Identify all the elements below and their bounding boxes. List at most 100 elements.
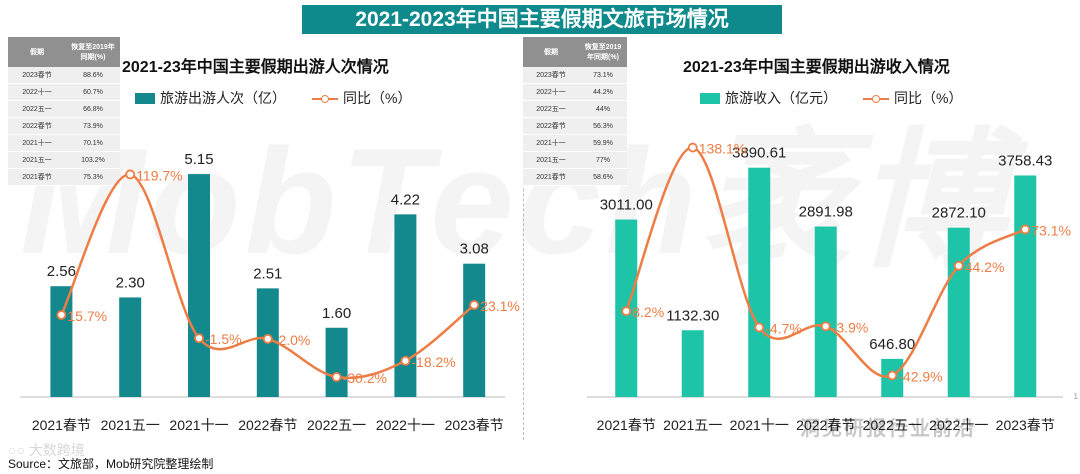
table-cell-holiday: 2021十一	[8, 134, 66, 152]
right-yoy-label: -4.7%	[765, 320, 802, 336]
left-bar-value-label: 5.15	[184, 151, 213, 168]
left-category-label: 2022春节	[238, 417, 297, 433]
table-cell-holiday: 2022五一	[523, 100, 579, 118]
watermark: MobTech袤博	[20, 80, 1009, 297]
right-yoy-point	[1020, 224, 1031, 235]
table-cell-value: 58.6%	[579, 168, 627, 186]
left-bar	[463, 263, 486, 397]
right-chart-title: 2021-23年中国主要假期出游收入情况	[683, 59, 950, 76]
left-yoy-point	[125, 169, 136, 180]
table-header-recovery: 恢复至2019年同期(%)	[579, 37, 627, 67]
table-row: 2023春节 88.6%	[8, 67, 120, 84]
legend-line-label: 同比（%）	[894, 90, 963, 106]
left-yoy-point	[400, 355, 411, 366]
left-bar	[50, 286, 73, 397]
table-cell-holiday: 2021春节	[523, 168, 579, 186]
table-cell-value: 44%	[579, 100, 627, 118]
left-bar-value-label: 1.60	[322, 305, 351, 322]
table-cell-holiday: 2023春节	[523, 67, 579, 84]
left-yoy-label: -1.5%	[205, 331, 242, 347]
legend-bar-swatch	[700, 92, 720, 104]
left-bar-value-label: 2.56	[47, 263, 76, 280]
right-yoy-point	[887, 370, 898, 381]
right-category-label: 2022五一	[863, 417, 922, 433]
right-bar	[947, 227, 970, 397]
left-yoy-label: 119.7%	[136, 167, 182, 183]
right-bar-value-label: 1132.30	[666, 307, 719, 324]
table-row: 2021春节 58.6%	[523, 168, 627, 186]
left-yoy-point	[262, 333, 273, 344]
left-yoy-point	[56, 310, 67, 320]
right-yoy-point	[953, 260, 964, 271]
page-number: 1	[1073, 392, 1078, 401]
left-yoy-point	[469, 300, 480, 310]
left-yoy-label: 15.7%	[67, 308, 107, 324]
table-row: 2022春节 73.9%	[8, 117, 120, 135]
table-row: 2022五一 44%	[523, 100, 627, 118]
left-bar	[325, 327, 348, 397]
left-bar-value-label: 4.22	[391, 191, 420, 208]
left-category-label: 2021十一	[169, 417, 228, 433]
left-chart-title: 2021-23年中国主要假期出游人次情况	[122, 59, 389, 76]
left-bar	[188, 174, 210, 397]
right-category-label: 2021五一	[663, 417, 722, 433]
table-cell-value: 66.8%	[66, 100, 120, 118]
table-cell-holiday: 2022五一	[8, 100, 66, 118]
table-row: 2021五一 103.2%	[8, 151, 120, 169]
left-bar	[394, 214, 417, 397]
table-cell-holiday: 2021五一	[523, 151, 579, 169]
table-cell-value: 77%	[579, 151, 627, 169]
table-cell-value: 103.2%	[66, 151, 120, 169]
right-yoy-label: 44.2%	[965, 259, 1005, 275]
left-recovery-table: 假期 恢复至2019年同期(%) 2023春节 88.6% 2022十一 60.7%…	[8, 37, 120, 186]
table-cell-value: 60.7%	[66, 83, 120, 101]
table-cell-holiday: 2021十一	[523, 134, 579, 152]
table-cell-value: 73.9%	[66, 117, 120, 135]
legend-bar-swatch	[135, 92, 155, 104]
left-yoy-label: -30.2%	[343, 370, 387, 386]
table-cell-holiday: 2021春节	[8, 168, 66, 186]
right-bar-value-label: 3011.00	[600, 197, 653, 214]
legend-bar-label: 旅游收入（亿元）	[725, 90, 837, 106]
right-bar-value-label: 646.80	[869, 336, 915, 353]
right-bar	[681, 330, 704, 397]
table-header-holiday: 假期	[8, 37, 66, 67]
left-category-label: 2021五一	[101, 417, 160, 433]
right-category-label: 2021春节	[597, 417, 656, 433]
table-cell-value: 70.1%	[66, 134, 120, 152]
left-bar	[119, 297, 142, 397]
table-row: 2022十一 44.2%	[523, 83, 627, 101]
table-row: 2023春节 73.1%	[523, 67, 627, 84]
table-cell-holiday: 2022十一	[8, 83, 66, 101]
table-row: 2022十一 60.7%	[8, 83, 120, 101]
right-yoy-label: 8.2%	[632, 304, 664, 320]
right-yoy-point	[820, 321, 831, 332]
left-category-label: 2021春节	[32, 417, 91, 433]
bottom-left-watermark: ○○ 大数跨境	[8, 442, 85, 458]
left-category-label: 2022五一	[307, 417, 366, 433]
left-bar-value-label: 3.08	[460, 241, 489, 258]
table-cell-value: 73.1%	[579, 67, 627, 84]
legend-bar-label: 旅游出游人次（亿）	[160, 90, 286, 106]
table-cell-holiday: 2021五一	[8, 151, 66, 169]
right-category-label: 2022春节	[796, 417, 855, 433]
left-yoy-point	[194, 333, 204, 344]
table-row: 2022春节 56.3%	[523, 117, 627, 135]
left-bar-value-label: 2.51	[253, 265, 282, 282]
right-yoy-line	[625, 146, 1026, 379]
right-bar-value-label: 2891.98	[799, 204, 853, 221]
table-header-row: 假期 恢复至2019年同期(%)	[523, 37, 627, 67]
right-bar-value-label: 2872.10	[932, 205, 986, 222]
right-yoy-label: 73.1%	[1031, 222, 1071, 238]
table-cell-value: 59.9%	[579, 134, 627, 152]
right-yoy-label: -42.9%	[898, 368, 942, 384]
legend-line-swatch	[312, 93, 338, 104]
right-bar	[814, 226, 837, 397]
right-bar	[1014, 175, 1037, 397]
left-category-label: 2023春节	[445, 417, 504, 433]
table-cell-value: 56.3%	[579, 117, 627, 135]
right-bar	[748, 167, 771, 397]
right-yoy-label: 138.1%	[699, 141, 746, 157]
table-cell-holiday: 2022十一	[523, 83, 579, 101]
